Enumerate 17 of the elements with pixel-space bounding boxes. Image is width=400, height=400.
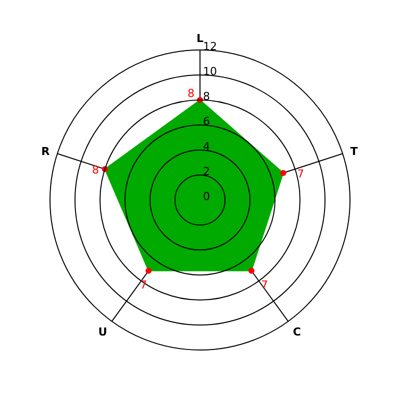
y-tick-label: 6 [203, 115, 210, 128]
y-tick-label: 12 [203, 40, 217, 53]
data-label: 8 [92, 163, 99, 176]
data-label: 8 [188, 87, 194, 100]
y-tick-label: 0 [203, 190, 210, 203]
y-tick-label: 4 [203, 140, 210, 153]
data-label: 7 [140, 278, 148, 292]
spoke-label: R [41, 145, 50, 158]
data-label: 7 [297, 167, 304, 180]
spoke-label: U [98, 326, 108, 339]
y-tick-label: 2 [203, 165, 210, 178]
y-tick-label: 8 [203, 90, 210, 103]
data-label: 7 [260, 278, 268, 292]
y-tick-label: 10 [203, 65, 217, 78]
spoke-label: C [292, 326, 301, 339]
spoke-label: L [196, 32, 204, 45]
spoke-label: T [350, 145, 358, 158]
